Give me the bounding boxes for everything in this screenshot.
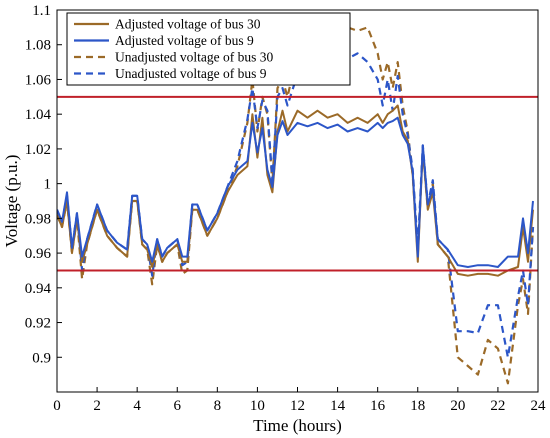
x-tick-label: 10 — [250, 398, 265, 414]
x-tick-label: 18 — [410, 398, 425, 414]
x-tick-label: 14 — [330, 398, 346, 414]
x-tick-label: 0 — [53, 398, 61, 414]
y-tick-label: 0.94 — [25, 281, 52, 297]
y-axis-title: Voltage (p.u.) — [2, 155, 21, 248]
x-tick-label: 16 — [370, 398, 386, 414]
x-tick-label: 2 — [93, 398, 101, 414]
plot-area — [57, 22, 538, 385]
legend-label: Adjusted voltage of bus 30 — [115, 17, 261, 32]
x-axis-title: Time (hours) — [253, 416, 342, 435]
y-tick-label: 0.92 — [25, 316, 51, 332]
x-tick-label: 12 — [290, 398, 305, 414]
y-tick-label: 1.02 — [25, 142, 51, 158]
x-tick-label: 22 — [490, 398, 505, 414]
legend-label: Adjusted voltage of bus 9 — [115, 33, 254, 48]
x-tick-label: 20 — [450, 398, 465, 414]
x-tick-label: 6 — [174, 398, 182, 414]
y-axis-ticks: 0.9 0.92 0.94 0.96 0.98 1 1.02 1.04 1.06 1.08 1.1 — [25, 3, 62, 366]
y-tick-label: 1.06 — [25, 72, 52, 88]
legend-box — [66, 12, 351, 86]
x-axis-ticks: 0 2 4 6 8 10 12 14 16 18 20 22 24 — [53, 387, 546, 414]
legend-label: Unadjusted voltage of bus 9 — [115, 66, 267, 81]
y-tick-label: 1.08 — [25, 38, 51, 54]
x-tick-label: 4 — [133, 398, 141, 414]
x-tick-label: 8 — [214, 398, 222, 414]
legend-label: Unadjusted voltage of bus 30 — [115, 50, 273, 65]
y-tick-label: 0.9 — [32, 350, 51, 366]
series-line-4 — [57, 116, 534, 268]
y-tick-label: 1.04 — [25, 107, 52, 123]
y-tick-label: 1 — [44, 177, 52, 193]
y-tick-label: 1.1 — [32, 3, 51, 19]
y-tick-label: 0.96 — [25, 246, 52, 262]
y-tick-label: 0.98 — [25, 211, 51, 227]
x-tick-label: 24 — [531, 398, 547, 414]
